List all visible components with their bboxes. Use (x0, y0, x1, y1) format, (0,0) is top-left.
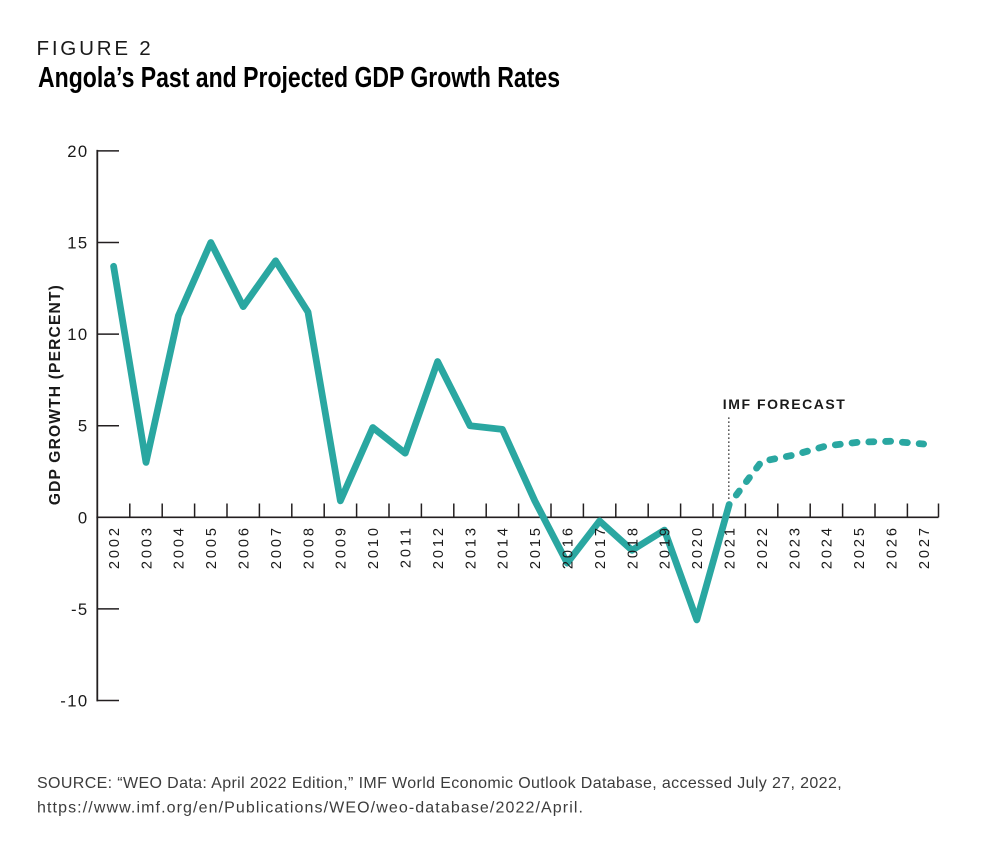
svg-text:2020: 2020 (690, 525, 706, 569)
svg-text:2002: 2002 (107, 525, 123, 569)
svg-text:2010: 2010 (366, 525, 382, 569)
svg-text:2027: 2027 (917, 525, 933, 569)
svg-text:IMF FORECAST: IMF FORECAST (723, 396, 847, 412)
svg-text:https://www.imf.org/en/Publica: https://www.imf.org/en/Publications/WEO/… (37, 799, 584, 816)
svg-text:20: 20 (67, 142, 88, 161)
svg-text:2007: 2007 (269, 525, 285, 569)
svg-text:GDP GROWTH (PERCENT): GDP GROWTH (PERCENT) (47, 284, 64, 505)
svg-text:2004: 2004 (172, 525, 188, 569)
svg-text:2024: 2024 (820, 525, 836, 569)
svg-text:Angola’s Past and Projected GD: Angola’s Past and Projected GDP Growth R… (38, 60, 560, 93)
svg-text:2006: 2006 (237, 525, 253, 569)
svg-text:-10: -10 (60, 692, 88, 711)
svg-text:2013: 2013 (463, 525, 479, 569)
svg-text:-5: -5 (71, 600, 89, 619)
svg-text:2019: 2019 (658, 525, 674, 569)
svg-text:2003: 2003 (139, 525, 155, 569)
svg-text:2023: 2023 (787, 525, 803, 569)
svg-text:2025: 2025 (852, 525, 868, 569)
svg-text:15: 15 (67, 234, 88, 253)
svg-text:2018: 2018 (625, 525, 641, 569)
svg-text:0: 0 (78, 508, 89, 527)
svg-text:2008: 2008 (301, 525, 317, 569)
svg-text:2011: 2011 (399, 525, 415, 568)
svg-text:2022: 2022 (755, 525, 771, 569)
svg-text:5: 5 (78, 417, 89, 436)
svg-text:2005: 2005 (204, 525, 220, 569)
svg-text:2009: 2009 (334, 525, 350, 569)
svg-text:2012: 2012 (431, 525, 447, 569)
svg-text:2026: 2026 (885, 525, 901, 569)
svg-text:2017: 2017 (593, 525, 609, 569)
svg-text:2014: 2014 (496, 525, 512, 569)
svg-text:2021: 2021 (723, 525, 739, 569)
svg-text:10: 10 (67, 325, 88, 344)
svg-text:SOURCE: “WEO Data: April 2022: SOURCE: “WEO Data: April 2022 Edition,” … (37, 775, 842, 792)
svg-text:2015: 2015 (528, 525, 544, 569)
svg-text:FIGURE 2: FIGURE 2 (37, 37, 154, 60)
svg-text:2016: 2016 (561, 525, 577, 569)
